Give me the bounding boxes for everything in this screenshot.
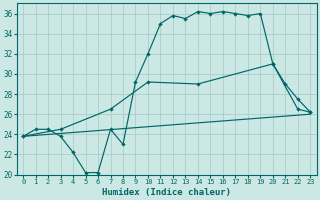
X-axis label: Humidex (Indice chaleur): Humidex (Indice chaleur): [102, 188, 231, 197]
